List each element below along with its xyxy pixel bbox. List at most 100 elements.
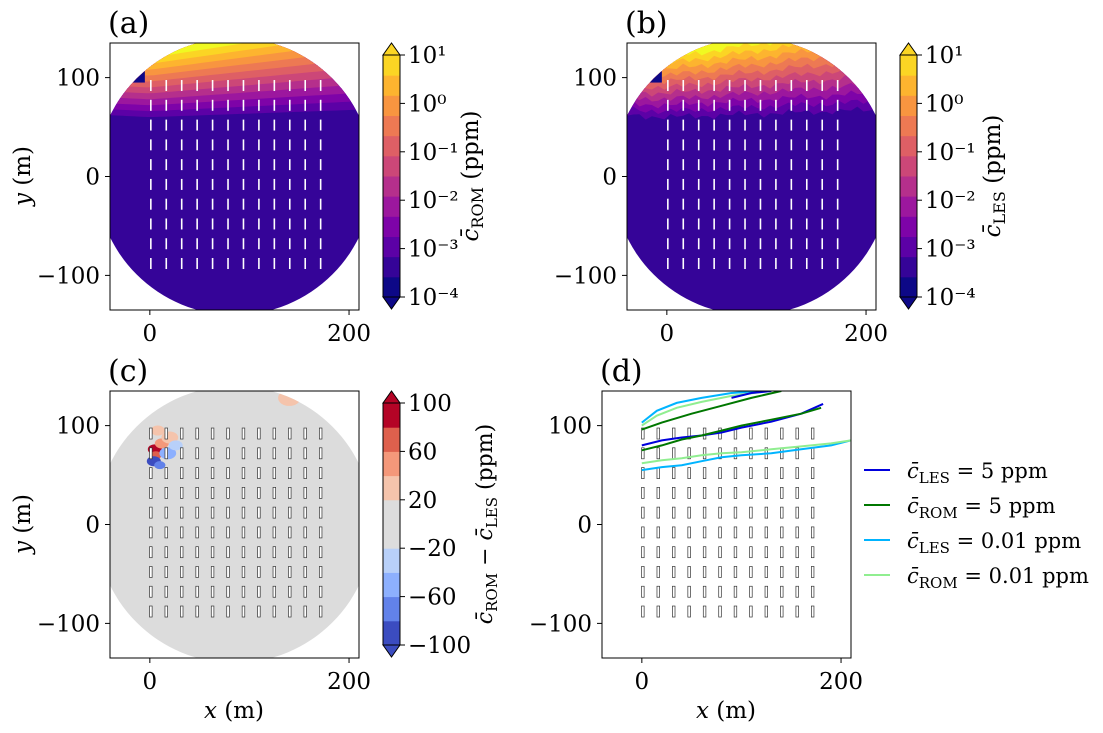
difference-patch [278,391,301,406]
colorbar-tick-label: 10⁰ [408,91,447,117]
colorbar-segment [900,95,917,116]
building [672,467,676,479]
building [149,546,153,559]
building [697,139,700,151]
axis-ticks: 0 200 100 0 −100 [37,66,371,347]
building-array [149,427,323,618]
colorbar-segment [383,55,400,76]
building [164,546,168,559]
building [227,139,229,151]
building [165,178,168,190]
building [836,258,839,270]
building [150,258,152,270]
colorbar-tick-label: 10⁻² [925,188,976,214]
legend: c̄LES = 5 ppm c̄ROM = 5 ppm c̄LES = 0.01 p… [864,459,1089,592]
building [718,526,722,539]
building [241,447,246,460]
building [811,447,815,460]
building [775,119,777,131]
building [697,218,700,230]
building [303,585,307,598]
building [764,427,768,440]
building [303,487,307,499]
building [211,99,214,111]
building [258,198,260,210]
building [180,198,183,210]
building [811,585,815,598]
building [749,427,753,440]
building [641,467,645,479]
building [764,506,768,519]
building [667,218,669,230]
building [713,238,715,250]
building [180,566,184,578]
colorbar-segment [900,176,917,197]
building [744,178,746,190]
building [780,585,784,598]
building [667,119,669,131]
building [257,506,261,519]
colorbar: 10¹ 10⁰ 10⁻¹ 10⁻² 10⁻³ 10⁻⁴ [382,42,459,311]
building [672,546,676,559]
building [195,526,199,539]
building [811,427,815,440]
building [667,238,669,250]
building [764,566,768,578]
building [718,546,722,559]
building [211,80,214,92]
y-tick-label: −100 [37,611,100,637]
building [682,198,685,210]
colorbar-tick-label: −100 [408,633,471,659]
colorbar-segment [383,155,400,177]
building [258,159,260,171]
building [749,447,753,460]
colorbar-segment [383,596,400,622]
colorbar-segment [383,276,400,298]
building [790,139,793,151]
building [749,506,753,519]
building [775,80,777,92]
building [288,198,291,210]
building [273,159,276,171]
building [805,238,808,250]
contour-line [641,439,851,472]
building [697,238,700,250]
building [656,487,660,499]
building [319,159,322,171]
building [180,585,184,598]
colorbar-extend-bottom [382,644,401,658]
building [164,447,168,460]
legend-label: c̄ROM = 0.01 ppm [907,564,1089,592]
building [196,99,198,111]
building [227,238,229,250]
colorbar-segment [383,451,400,477]
building [795,605,799,618]
building [241,427,246,440]
building [226,467,230,479]
building [687,487,691,499]
building [226,506,230,519]
building [744,119,746,131]
building [713,119,715,131]
building [150,238,152,250]
building [226,605,230,618]
building [713,258,715,270]
colorbar-segment [900,75,917,96]
colorbar-tick-label: 10¹ [408,43,447,69]
building [728,139,731,151]
building [775,178,777,190]
building [242,139,245,151]
difference-patch [168,440,183,451]
building [811,487,815,499]
building [682,258,685,270]
building [702,566,707,578]
building [759,198,762,210]
building [210,585,215,598]
building [764,487,768,499]
building [733,585,738,598]
building [180,218,183,230]
building [180,506,184,519]
building [304,139,307,151]
building [288,506,292,519]
building [821,238,824,250]
